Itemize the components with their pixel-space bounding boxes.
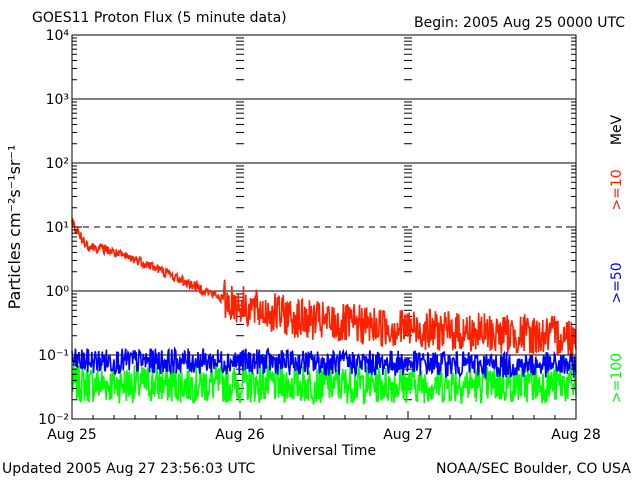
- series-lines: [71, 217, 577, 406]
- legend-unit: MeV: [609, 114, 625, 145]
- x-axis-label: Universal Time: [272, 443, 376, 459]
- begin-label: Begin: 2005 Aug 25 0000 UTC: [414, 15, 625, 31]
- y-tick-label: 10⁴: [46, 28, 70, 44]
- x-tick-label: Aug 26: [215, 427, 265, 443]
- y-tick-label: 10⁰: [46, 284, 70, 300]
- x-tick-label: Aug 27: [383, 427, 433, 443]
- x-tick-label: Aug 28: [551, 427, 601, 443]
- legend-ge50: >=50: [609, 262, 625, 303]
- legend-ge100: >=100: [609, 353, 625, 403]
- y-tick-label: 10⁻¹: [38, 348, 69, 364]
- footer-updated: Updated 2005 Aug 27 23:56:03 UTC: [2, 461, 256, 477]
- y-tick-label: 10²: [46, 156, 69, 172]
- series-line-ge50: [71, 345, 577, 380]
- footer-credit: NOAA/SEC Boulder, CO USA: [436, 461, 631, 477]
- x-tick-label: Aug 25: [47, 427, 97, 443]
- legend-ge10: >=10: [609, 169, 625, 210]
- plot-frame: [71, 34, 577, 420]
- y-tick-label: 10³: [46, 92, 69, 108]
- y-axis-label: Particles cm⁻²s⁻¹sr⁻¹: [5, 145, 24, 310]
- y-tick-label: 10¹: [46, 220, 69, 236]
- y-tick-label: 10⁻²: [38, 412, 69, 428]
- chart-title: GOES11 Proton Flux (5 minute data): [32, 10, 287, 26]
- axis-labels: 10⁻² 10⁻¹ 10⁰ 10¹ 10² 10³ 10⁴ Aug 25 Aug 26 Aug 2…: [5, 28, 625, 459]
- series-line-ge10: [71, 217, 577, 356]
